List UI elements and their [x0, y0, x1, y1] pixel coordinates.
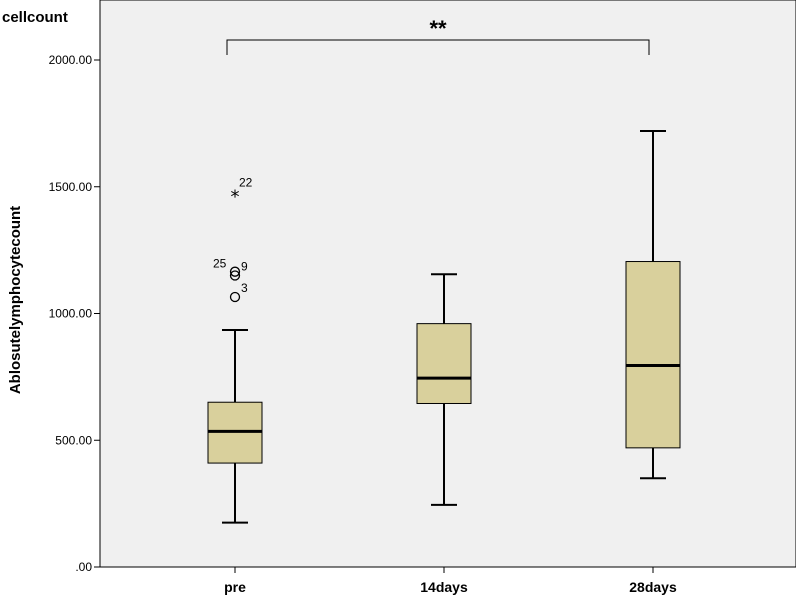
outliers-group: *22 25 9 3: [213, 175, 253, 303]
box-pre: [207, 328, 263, 524]
y-tick-label: 1000.00: [49, 307, 93, 321]
extreme-outlier-marker: *: [231, 186, 240, 207]
iqr-box: [416, 323, 472, 404]
outlier-label: 9: [241, 259, 248, 273]
outlier-label: 3: [241, 281, 248, 295]
outlier-label: 25: [213, 257, 227, 271]
iqr-box: [625, 261, 681, 449]
x-axis: pre 14days 28days: [224, 567, 677, 595]
significance-bracket: **: [226, 16, 650, 55]
outlier-label: 22: [239, 175, 253, 189]
bracket-line: [226, 39, 650, 55]
chart-title: cellcount: [2, 9, 68, 26]
outlier-marker: [229, 270, 241, 281]
x-tick-label: 14days: [420, 579, 468, 595]
outlier-marker: [229, 291, 241, 303]
box-28days: [625, 129, 681, 480]
y-tick-label: 2000.00: [49, 53, 93, 67]
y-tick-label: 500.00: [55, 433, 92, 447]
boxes-group: [207, 129, 681, 524]
outlier-marker: [229, 266, 241, 277]
y-tick-label: .00: [75, 560, 92, 574]
box-14days: [416, 273, 472, 506]
plot-area: [99, 0, 796, 568]
x-tick-label: pre: [224, 579, 246, 595]
y-axis-label: Ablosutelymphocytecount: [7, 206, 24, 394]
y-tick-label: 1500.00: [49, 180, 93, 194]
y-axis: .00 500.00 1000.00 1500.00 2000.00: [49, 53, 100, 574]
x-tick-label: 28days: [629, 579, 677, 595]
significance-label: **: [429, 16, 447, 41]
